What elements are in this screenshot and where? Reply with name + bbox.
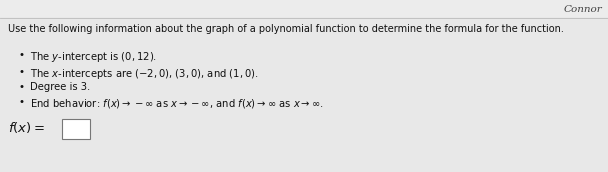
Text: •: • [18, 97, 24, 107]
Text: The $y$-intercept is $(0, 12)$.: The $y$-intercept is $(0, 12)$. [30, 50, 157, 64]
Text: •: • [18, 82, 24, 92]
Text: The $x$-intercepts are $(-2, 0)$, $(3, 0)$, and $(1, 0)$.: The $x$-intercepts are $(-2, 0)$, $(3, 0… [30, 67, 259, 81]
FancyBboxPatch shape [0, 0, 608, 17]
Text: $f(x) =$: $f(x) =$ [8, 120, 45, 135]
FancyBboxPatch shape [62, 119, 90, 139]
Text: •: • [18, 67, 24, 77]
Text: •: • [18, 50, 24, 60]
Text: Degree is 3.: Degree is 3. [30, 82, 90, 92]
Text: End behavior: $f(x) \rightarrow -\infty$ as $x \rightarrow -\infty$, and $f(x) \: End behavior: $f(x) \rightarrow -\infty$… [30, 97, 324, 110]
Text: Use the following information about the graph of a polynomial function to determ: Use the following information about the … [8, 24, 564, 34]
Text: Connor: Connor [563, 6, 602, 14]
